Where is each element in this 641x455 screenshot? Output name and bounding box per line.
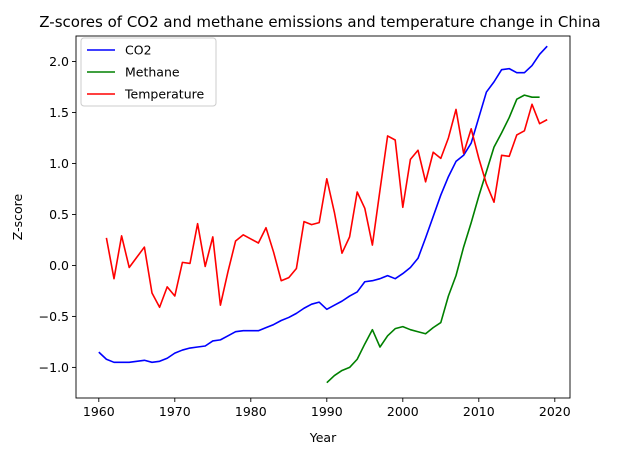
series-line-1 bbox=[326, 94, 540, 384]
x-tick-label: 2010 bbox=[463, 404, 495, 419]
chart-title: Z-scores of CO2 and methane emissions an… bbox=[39, 13, 600, 31]
legend-box bbox=[80, 37, 217, 107]
legend-label-0: CO2 bbox=[125, 43, 152, 58]
series-line-0 bbox=[98, 45, 548, 364]
y-tick-label: 1.5 bbox=[49, 105, 69, 120]
y-tick-label: 0.0 bbox=[49, 258, 69, 273]
legend-label-2: Temperature bbox=[124, 87, 204, 102]
series-layer bbox=[98, 45, 548, 384]
y-tick-label: −1.0 bbox=[39, 360, 69, 375]
y-tick-label: 0.5 bbox=[49, 207, 69, 222]
y-tick-label: 2.0 bbox=[49, 54, 69, 69]
series-line-2 bbox=[105, 103, 548, 309]
x-axis-ticks: 1960 1970 1980 1990 2000 2010 2020 bbox=[83, 398, 571, 419]
y-axis-ticks: −1.0 −0.5 0.0 0.5 1.0 1.5 2.0 bbox=[39, 54, 76, 375]
x-tick-label: 1990 bbox=[311, 404, 343, 419]
x-tick-label: 2000 bbox=[387, 404, 419, 419]
legend: CO2 Methane Temperature bbox=[80, 37, 217, 107]
legend-entries: CO2 Methane Temperature bbox=[87, 43, 204, 102]
y-tick-label: 1.0 bbox=[49, 156, 69, 171]
x-tick-label: 1970 bbox=[159, 404, 191, 419]
x-axis-label: Year bbox=[309, 430, 337, 445]
x-tick-label: 1960 bbox=[83, 404, 115, 419]
y-axis-label: Z-score bbox=[10, 193, 25, 240]
plot-frame bbox=[75, 35, 571, 399]
x-tick-label: 2020 bbox=[539, 404, 571, 419]
legend-label-1: Methane bbox=[125, 65, 180, 80]
y-tick-label: −0.5 bbox=[39, 309, 69, 324]
x-tick-label: 1980 bbox=[235, 404, 267, 419]
